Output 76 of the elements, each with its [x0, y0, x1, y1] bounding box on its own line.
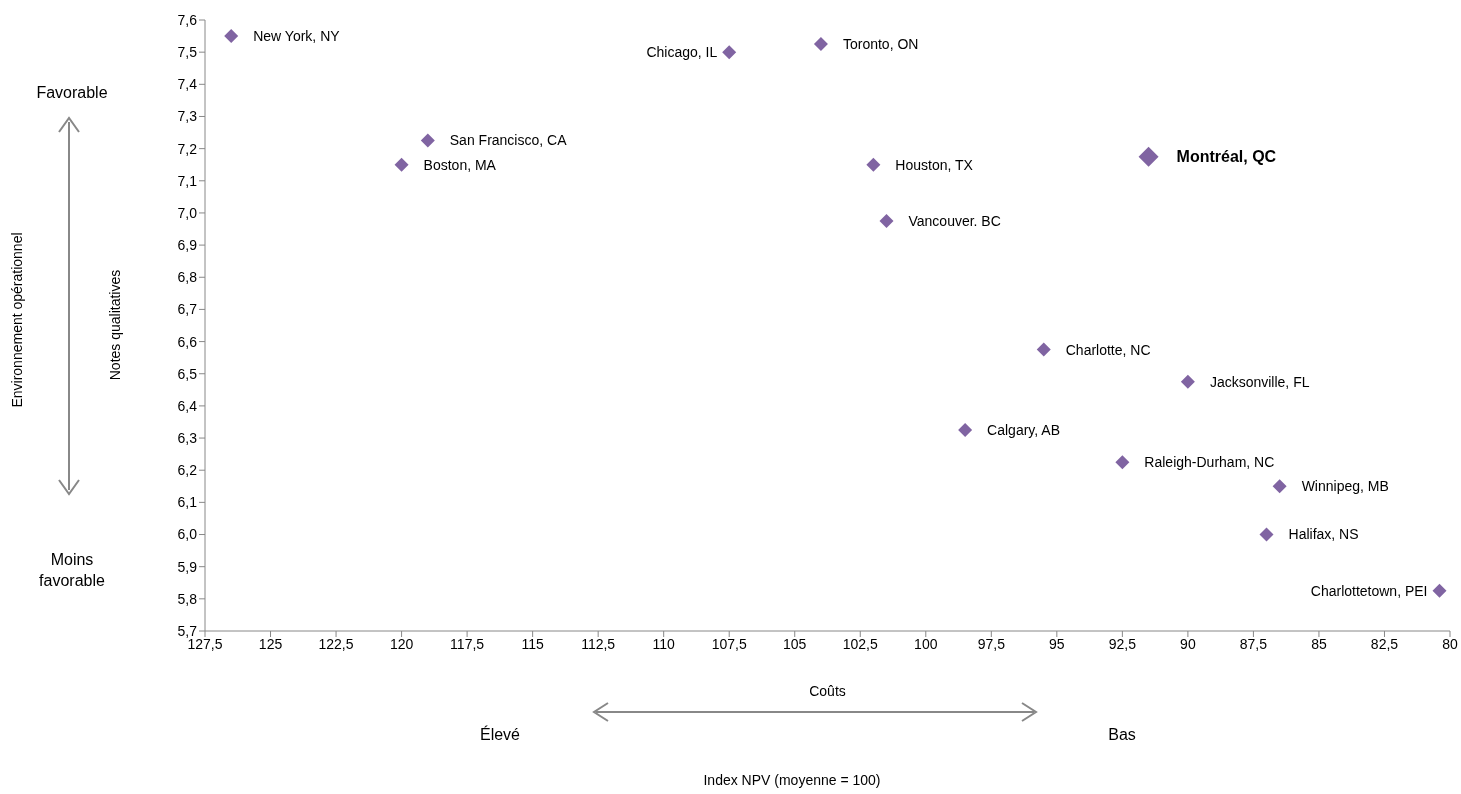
x-tick-label: 105: [783, 635, 807, 652]
y-tick-label: 5,8: [177, 590, 198, 607]
annotation: Calgary, AB: [987, 421, 1060, 438]
y-tick-label: 6,4: [177, 397, 198, 414]
y-tick-label: 6,9: [177, 237, 198, 254]
y-tick-label: 6,8: [177, 269, 198, 286]
x-tick-label: 82,5: [1370, 635, 1399, 652]
y-tick-label: 7,3: [177, 108, 198, 125]
y-tick-label: 7,5: [177, 44, 198, 61]
point: [722, 45, 737, 60]
y-axis-title: Notes qualitatives: [107, 269, 123, 381]
x-tick-label: 117,5: [450, 635, 485, 652]
point: [224, 29, 239, 44]
x-tick-label: 92,5: [1108, 635, 1137, 652]
point: [1272, 479, 1287, 494]
point: [1036, 342, 1051, 357]
x-tick-label: 97,5: [977, 635, 1006, 652]
y-tick-label: 7,2: [177, 140, 198, 157]
x-tick-label: 102,5: [842, 635, 878, 652]
annotation: Boston, MA: [423, 156, 497, 173]
annotation: Charlottetown, PEI: [1310, 582, 1428, 599]
point: [1138, 146, 1159, 167]
x-tick-label: 115: [521, 635, 544, 652]
annotation: Vancouver. BC: [908, 212, 1001, 229]
y-tick-label: 6,7: [177, 301, 198, 318]
annotation: Montréal, QC: [1176, 148, 1277, 166]
text: Élevé: [479, 725, 521, 743]
annotation: San Francisco, CA: [449, 132, 568, 149]
annotation: Houston, TX: [895, 156, 974, 173]
text: Favorable: [36, 84, 108, 101]
x-tick-label: 80: [1442, 635, 1458, 652]
x-tick-label: 125: [258, 635, 283, 652]
text: Index NPV (moyenne = 100): [703, 772, 881, 788]
annotation: New York, NY: [253, 27, 341, 44]
y-tick-label: 5,9: [177, 558, 198, 575]
annotation: Winnipeg, MB: [1301, 478, 1389, 495]
point: [958, 423, 973, 438]
annotation: Raleigh-Durham, NC: [1144, 454, 1275, 471]
y-tick-label: 7,1: [177, 172, 198, 189]
point: [1115, 455, 1130, 470]
x-tick-label: 95: [1049, 635, 1065, 652]
x-tick-label: 110: [652, 635, 676, 652]
point: [1180, 374, 1195, 389]
x-axis-title: Coûts: [809, 683, 846, 699]
point: [1432, 583, 1447, 598]
x-tick-label: 120: [389, 635, 414, 652]
text: Bas: [1108, 726, 1136, 743]
annotation: Charlotte, NC: [1065, 341, 1151, 358]
x-tick-label: 122,5: [318, 635, 354, 652]
annotation: Jacksonville, FL: [1209, 373, 1310, 390]
text: Moins favorable: [39, 551, 106, 589]
y-tick-label: 6,6: [177, 333, 198, 350]
y-tick-label: 7,4: [177, 76, 198, 93]
y-tick-label: 6,3: [177, 430, 198, 447]
annotation: Chicago, IL: [646, 44, 718, 61]
annotation: Toronto, ON: [842, 36, 919, 53]
y-tick-label: 7,6: [177, 11, 198, 28]
y-tick-label: 6,5: [177, 365, 198, 382]
x-tick-label: 87,5: [1239, 635, 1268, 652]
y-tick-label: 6,2: [177, 462, 198, 479]
annotation: Halifax, NS: [1288, 526, 1359, 543]
x-tick-label: 107,5: [711, 635, 747, 652]
point: [866, 157, 881, 172]
point: [1259, 527, 1274, 542]
y-tick-label: 6,1: [177, 494, 198, 511]
point: [394, 157, 409, 172]
x-tick-label: 112,5: [581, 635, 616, 652]
x-tick-label: 90: [1180, 635, 1196, 652]
point: [879, 213, 894, 228]
text: Environnement opérationnel: [9, 232, 25, 408]
x-tick-label: 85: [1311, 635, 1327, 652]
point: [813, 37, 828, 52]
point: [420, 133, 435, 148]
y-tick-label: 6,0: [177, 526, 198, 543]
y-tick-label: 7,0: [177, 204, 198, 221]
x-tick-label: 100: [914, 635, 938, 652]
